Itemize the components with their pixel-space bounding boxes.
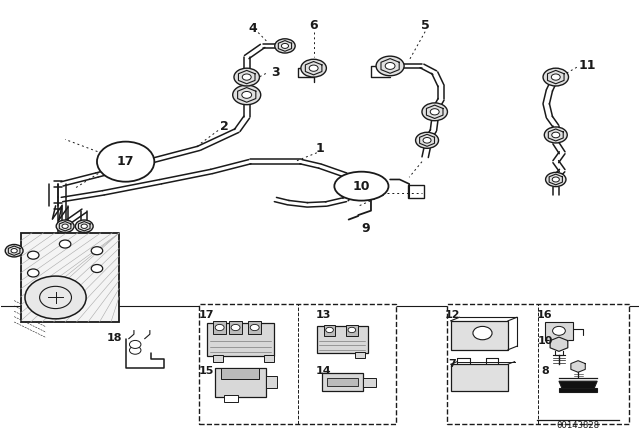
Text: 3: 3 (271, 66, 280, 79)
Polygon shape (550, 337, 568, 351)
Circle shape (430, 109, 439, 115)
Circle shape (422, 103, 447, 121)
Circle shape (233, 85, 260, 105)
Text: 17: 17 (199, 310, 214, 320)
Bar (346, 325, 358, 336)
Circle shape (92, 264, 102, 272)
Circle shape (11, 249, 17, 253)
Bar (321, 373, 363, 391)
Circle shape (56, 220, 74, 233)
Circle shape (348, 327, 356, 332)
Circle shape (423, 138, 431, 143)
Circle shape (415, 132, 438, 148)
Bar (447, 304, 629, 424)
Circle shape (5, 245, 23, 257)
Circle shape (275, 39, 295, 53)
Circle shape (129, 340, 141, 349)
Text: 12: 12 (445, 310, 460, 320)
Circle shape (250, 324, 259, 331)
Polygon shape (559, 381, 597, 389)
Bar (363, 379, 376, 388)
Bar (213, 355, 223, 362)
Text: 18: 18 (107, 332, 123, 343)
Text: 17: 17 (117, 155, 134, 168)
Bar (213, 321, 226, 334)
Text: 4: 4 (249, 22, 257, 35)
Bar (264, 355, 274, 362)
Bar (355, 352, 365, 358)
Circle shape (326, 327, 333, 332)
Circle shape (60, 240, 71, 248)
Text: 16: 16 (537, 310, 553, 320)
Circle shape (243, 74, 251, 80)
Bar (248, 321, 261, 334)
Circle shape (129, 346, 141, 354)
Bar (229, 321, 242, 334)
Text: 6: 6 (309, 19, 318, 32)
Circle shape (545, 172, 566, 187)
Circle shape (544, 127, 567, 143)
Circle shape (234, 68, 259, 86)
Circle shape (543, 68, 568, 86)
Circle shape (552, 177, 559, 182)
Bar (408, 185, 424, 198)
Circle shape (309, 65, 318, 71)
Circle shape (25, 276, 86, 319)
Polygon shape (571, 361, 585, 372)
Text: 11: 11 (579, 60, 596, 73)
Ellipse shape (334, 172, 388, 201)
Circle shape (552, 327, 565, 335)
Bar (215, 368, 266, 396)
Circle shape (62, 224, 68, 228)
Circle shape (473, 327, 492, 340)
Circle shape (551, 74, 560, 80)
Circle shape (282, 43, 289, 48)
Text: 13: 13 (316, 310, 331, 320)
Bar (207, 323, 274, 357)
Text: 2: 2 (220, 121, 228, 134)
Circle shape (301, 59, 326, 77)
Circle shape (28, 269, 39, 277)
Bar (559, 388, 597, 392)
Bar (324, 325, 335, 336)
Bar (225, 395, 239, 402)
Text: 5: 5 (420, 19, 429, 32)
Bar (199, 304, 396, 424)
Bar (221, 368, 259, 379)
Text: 9: 9 (362, 222, 370, 235)
Circle shape (92, 247, 102, 255)
Circle shape (376, 56, 404, 76)
Circle shape (385, 63, 395, 69)
Circle shape (97, 142, 154, 182)
Text: 10: 10 (353, 180, 370, 193)
Bar (326, 379, 358, 386)
Circle shape (215, 324, 224, 331)
Bar (451, 321, 508, 350)
Bar (266, 376, 277, 388)
Text: 7: 7 (449, 359, 456, 369)
Text: 1: 1 (316, 142, 324, 155)
Circle shape (242, 91, 252, 98)
Text: 14: 14 (316, 366, 331, 376)
Circle shape (231, 324, 240, 331)
Text: 15: 15 (199, 366, 214, 376)
Bar (451, 364, 508, 391)
Circle shape (552, 132, 560, 138)
Circle shape (81, 224, 87, 228)
Bar (545, 322, 573, 340)
Text: 8: 8 (541, 366, 549, 376)
Bar (317, 327, 368, 353)
Circle shape (28, 251, 39, 259)
Bar (20, 233, 119, 322)
Text: 00143828: 00143828 (557, 421, 600, 430)
Circle shape (76, 220, 93, 233)
Text: 10: 10 (537, 336, 552, 346)
